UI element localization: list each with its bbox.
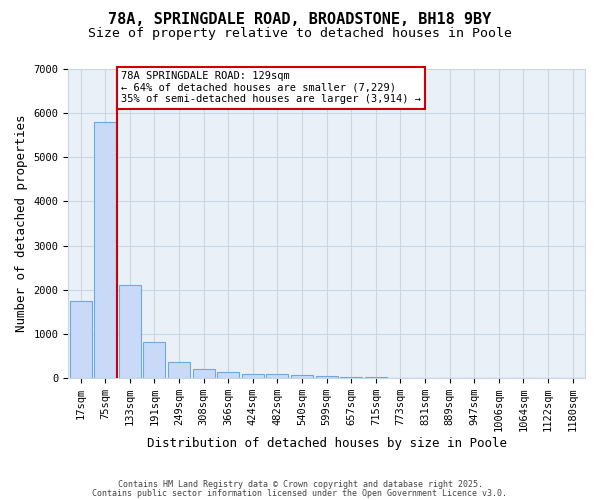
Bar [266, 374, 289, 378]
Text: 78A SPRINGDALE ROAD: 129sqm
← 64% of detached houses are smaller (7,229)
35% of : 78A SPRINGDALE ROAD: 129sqm ← 64% of det… [121, 71, 421, 104]
Bar [316, 376, 338, 378]
Bar [119, 286, 141, 378]
Text: Size of property relative to detached houses in Poole: Size of property relative to detached ho… [88, 28, 512, 40]
Y-axis label: Number of detached properties: Number of detached properties [15, 114, 28, 332]
Text: 78A, SPRINGDALE ROAD, BROADSTONE, BH18 9BY: 78A, SPRINGDALE ROAD, BROADSTONE, BH18 9… [109, 12, 491, 28]
Text: Contains public sector information licensed under the Open Government Licence v3: Contains public sector information licen… [92, 489, 508, 498]
Bar [168, 362, 190, 378]
Bar [143, 342, 166, 378]
Bar [217, 372, 239, 378]
Bar [94, 122, 116, 378]
Bar [242, 374, 264, 378]
Text: Contains HM Land Registry data © Crown copyright and database right 2025.: Contains HM Land Registry data © Crown c… [118, 480, 482, 489]
Bar [365, 377, 387, 378]
Bar [193, 368, 215, 378]
Bar [70, 300, 92, 378]
Bar [291, 376, 313, 378]
Bar [340, 376, 362, 378]
X-axis label: Distribution of detached houses by size in Poole: Distribution of detached houses by size … [146, 437, 506, 450]
